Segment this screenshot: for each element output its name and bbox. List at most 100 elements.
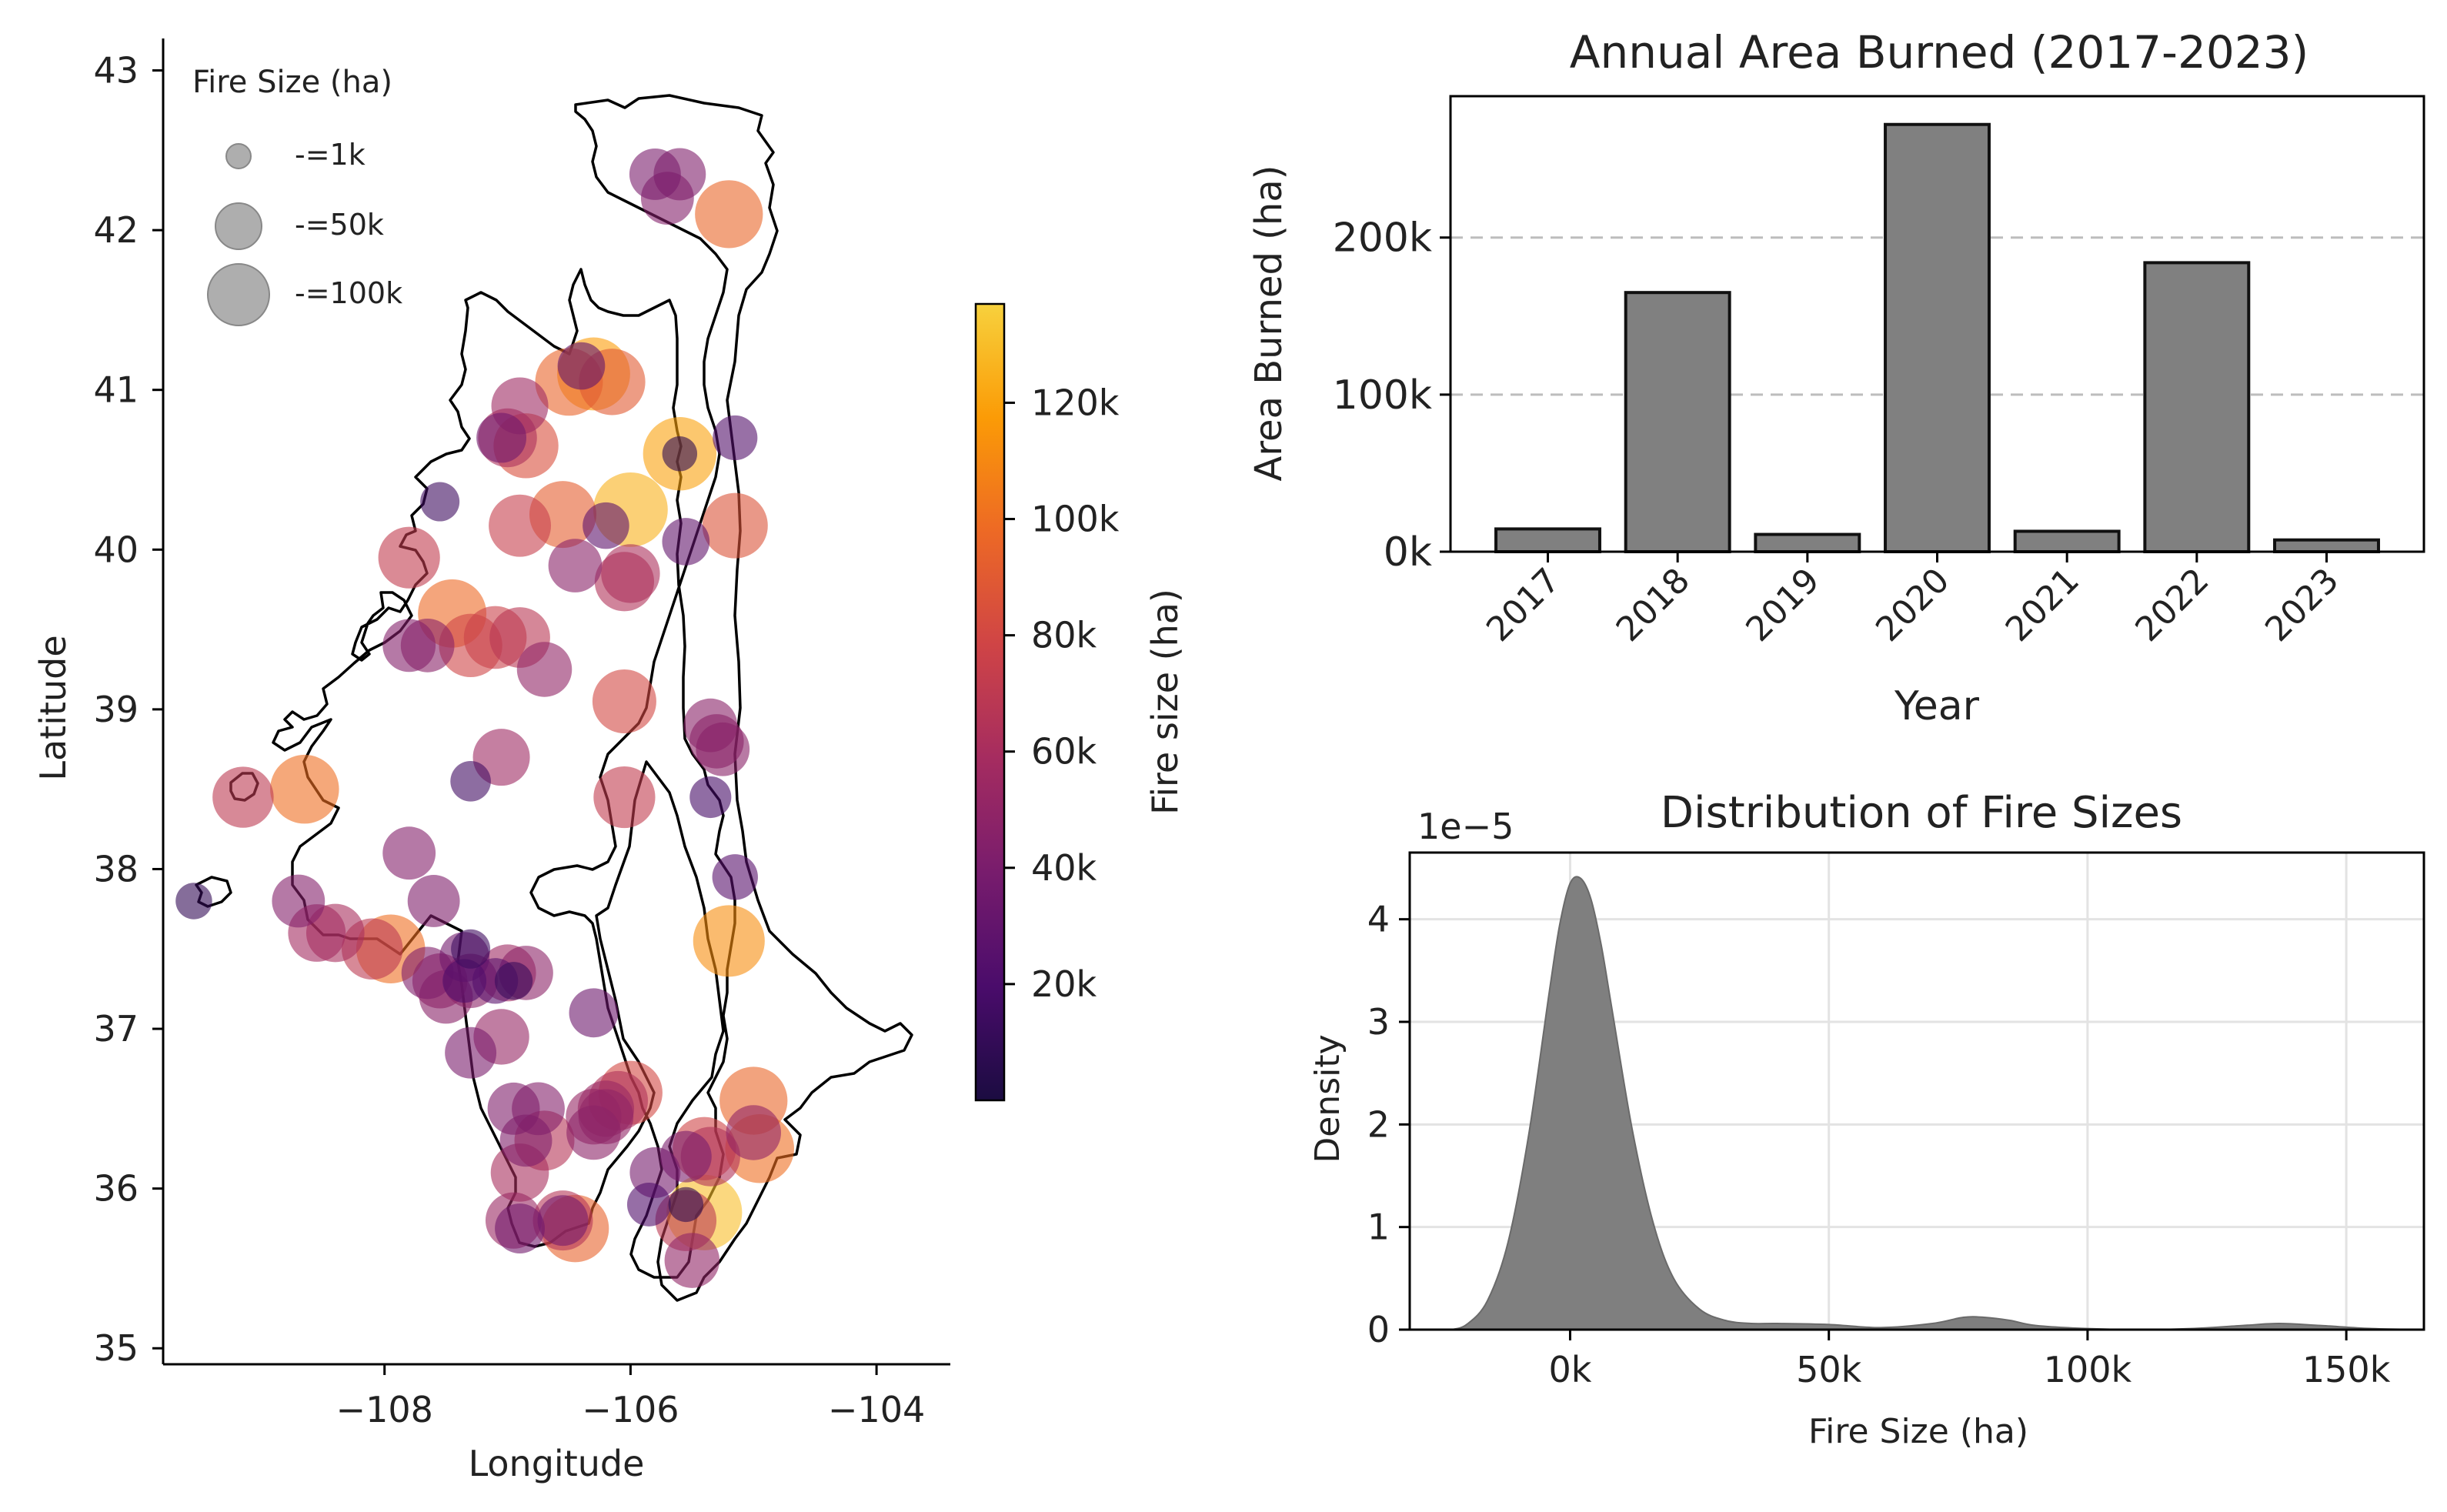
fire-point bbox=[629, 148, 681, 200]
legend-marker-large bbox=[207, 263, 270, 326]
map-y-tick-label: 39 bbox=[93, 689, 139, 730]
bar bbox=[2143, 261, 2251, 553]
fire-point bbox=[566, 1105, 621, 1160]
bar bbox=[1754, 532, 1861, 553]
fire-point bbox=[557, 342, 606, 390]
bar-series bbox=[1494, 122, 2380, 554]
fire-points bbox=[175, 148, 794, 1288]
fire-point bbox=[548, 539, 603, 592]
fire-point bbox=[270, 754, 339, 824]
fire-point bbox=[696, 722, 750, 776]
legend-label-large: -=100k bbox=[295, 276, 402, 310]
bar-x-ticks: 2017 2018 2019 2020 2021 2022 2023 bbox=[1479, 552, 2346, 649]
map-x-tick-label: −106 bbox=[582, 1389, 679, 1430]
fire-point bbox=[702, 492, 768, 559]
colorbar-tick-label: 100k bbox=[1031, 499, 1120, 540]
size-legend-title: Fire Size (ha) bbox=[192, 65, 392, 100]
fire-point bbox=[494, 962, 533, 1000]
density-y-tick-label: 0 bbox=[1367, 1309, 1390, 1350]
fire-point bbox=[712, 854, 758, 900]
fire-point bbox=[175, 883, 212, 920]
size-legend: Fire Size (ha) -=1k -=50k -=100k bbox=[192, 65, 402, 326]
density-y-tick-label: 4 bbox=[1367, 899, 1390, 940]
fire-point bbox=[420, 482, 460, 522]
density-y-tick-label: 3 bbox=[1367, 1001, 1390, 1043]
fire-point bbox=[668, 1187, 704, 1223]
map-y-tick-label: 36 bbox=[93, 1168, 139, 1210]
map-y-tick-label: 41 bbox=[93, 369, 139, 411]
fire-point bbox=[476, 412, 527, 463]
map-panel: −108 −106 −104 35 36 37 38 39 40 41 42 43 Longitud… bbox=[32, 38, 1186, 1484]
fire-point bbox=[592, 669, 656, 734]
bar bbox=[1494, 527, 1601, 554]
density-chart-panel: Distribution of Fire Sizes 1e−5 0 1 2 3 4 0k… bbox=[1308, 788, 2425, 1451]
colorbar-tick-label: 60k bbox=[1031, 731, 1097, 773]
fire-point bbox=[382, 826, 436, 880]
bar-x-tick-label: 2018 bbox=[1609, 561, 1698, 649]
map-y-tick-label: 43 bbox=[93, 50, 139, 92]
bar-y-tick-label: 0k bbox=[1384, 529, 1432, 576]
bar-x-tick-label: 2019 bbox=[1738, 561, 1827, 649]
fire-point bbox=[516, 642, 573, 697]
map-y-tick-label: 35 bbox=[93, 1327, 139, 1369]
legend-marker-medium bbox=[215, 202, 262, 250]
map-y-tick-label: 42 bbox=[93, 209, 139, 251]
colorbar-label: Fire size (ha) bbox=[1144, 589, 1186, 815]
colorbar-tick-label: 20k bbox=[1031, 963, 1097, 1005]
bar-x-tick-label: 2020 bbox=[1868, 561, 1957, 649]
density-x-tick-label: 50k bbox=[1796, 1349, 1862, 1390]
density-x-ticks: 0k 50k 100k 150k bbox=[1549, 1330, 2391, 1390]
bar-x-tick-label: 2021 bbox=[1998, 561, 2087, 649]
fire-point bbox=[537, 1195, 589, 1247]
legend-label-small: -=1k bbox=[295, 138, 366, 172]
fire-point bbox=[626, 1182, 671, 1227]
density-y-tick-label: 1 bbox=[1367, 1207, 1390, 1248]
bar-y-tick-label: 200k bbox=[1333, 215, 1432, 262]
fire-point bbox=[442, 959, 487, 1003]
fire-point bbox=[450, 760, 491, 802]
fire-point bbox=[445, 1026, 497, 1079]
legend-marker-small bbox=[225, 143, 252, 169]
density-x-tick-label: 100k bbox=[2044, 1349, 2132, 1390]
density-offset-label: 1e−5 bbox=[1417, 806, 1514, 847]
fire-point bbox=[689, 776, 732, 819]
map-x-axis-label: Longitude bbox=[469, 1443, 645, 1484]
map-y-tick-label: 40 bbox=[93, 529, 139, 570]
fire-point bbox=[272, 874, 325, 928]
map-y-tick-label: 37 bbox=[93, 1008, 139, 1050]
fire-point bbox=[583, 502, 629, 549]
fire-point bbox=[212, 766, 274, 828]
fire-point bbox=[499, 1114, 552, 1167]
fire-point bbox=[451, 929, 491, 969]
fire-point bbox=[693, 905, 765, 977]
bar-chart-panel: Annual Area Burned (2017-2023) 0k 100k 200… bbox=[1247, 26, 2425, 729]
colorbar-gradient bbox=[974, 302, 1006, 1102]
fire-point bbox=[593, 766, 656, 829]
bar-y-axis-label: Area Burned (ha) bbox=[1247, 165, 1290, 482]
map-x-tick-label: −104 bbox=[828, 1389, 925, 1430]
density-x-axis-label: Fire Size (ha) bbox=[1808, 1412, 2028, 1451]
fire-point bbox=[662, 436, 698, 472]
density-y-tick-label: 2 bbox=[1367, 1103, 1390, 1145]
bar bbox=[1884, 122, 1991, 554]
fire-point bbox=[726, 1105, 781, 1160]
legend-label-medium: -=50k bbox=[295, 208, 384, 242]
fire-point bbox=[601, 544, 660, 603]
colorbar-tick-label: 120k bbox=[1031, 382, 1120, 423]
density-y-ticks: 0 1 2 3 4 bbox=[1367, 899, 1410, 1350]
fire-point bbox=[664, 1233, 720, 1288]
map-y-ticks: 35 36 37 38 39 40 41 42 43 bbox=[93, 50, 163, 1369]
density-plot-frame bbox=[1408, 851, 2425, 1331]
bar bbox=[2013, 529, 2121, 554]
bar-x-axis-label: Year bbox=[1894, 683, 1980, 729]
fire-point bbox=[569, 988, 619, 1038]
bar-y-tick-label: 100k bbox=[1333, 372, 1432, 419]
colorbar-tick-label: 80k bbox=[1031, 615, 1097, 656]
bar-x-tick-label: 2017 bbox=[1479, 561, 1567, 649]
map-y-tick-label: 38 bbox=[93, 848, 139, 890]
bar-x-tick-label: 2023 bbox=[2258, 561, 2346, 649]
fire-point bbox=[662, 518, 710, 566]
colorbar: 20k 40k 60k 80k 100k 120k Fire size (ha) bbox=[974, 302, 1186, 1102]
fire-point bbox=[378, 526, 440, 589]
bar-y-ticks: 0k 100k 200k bbox=[1333, 215, 1451, 576]
